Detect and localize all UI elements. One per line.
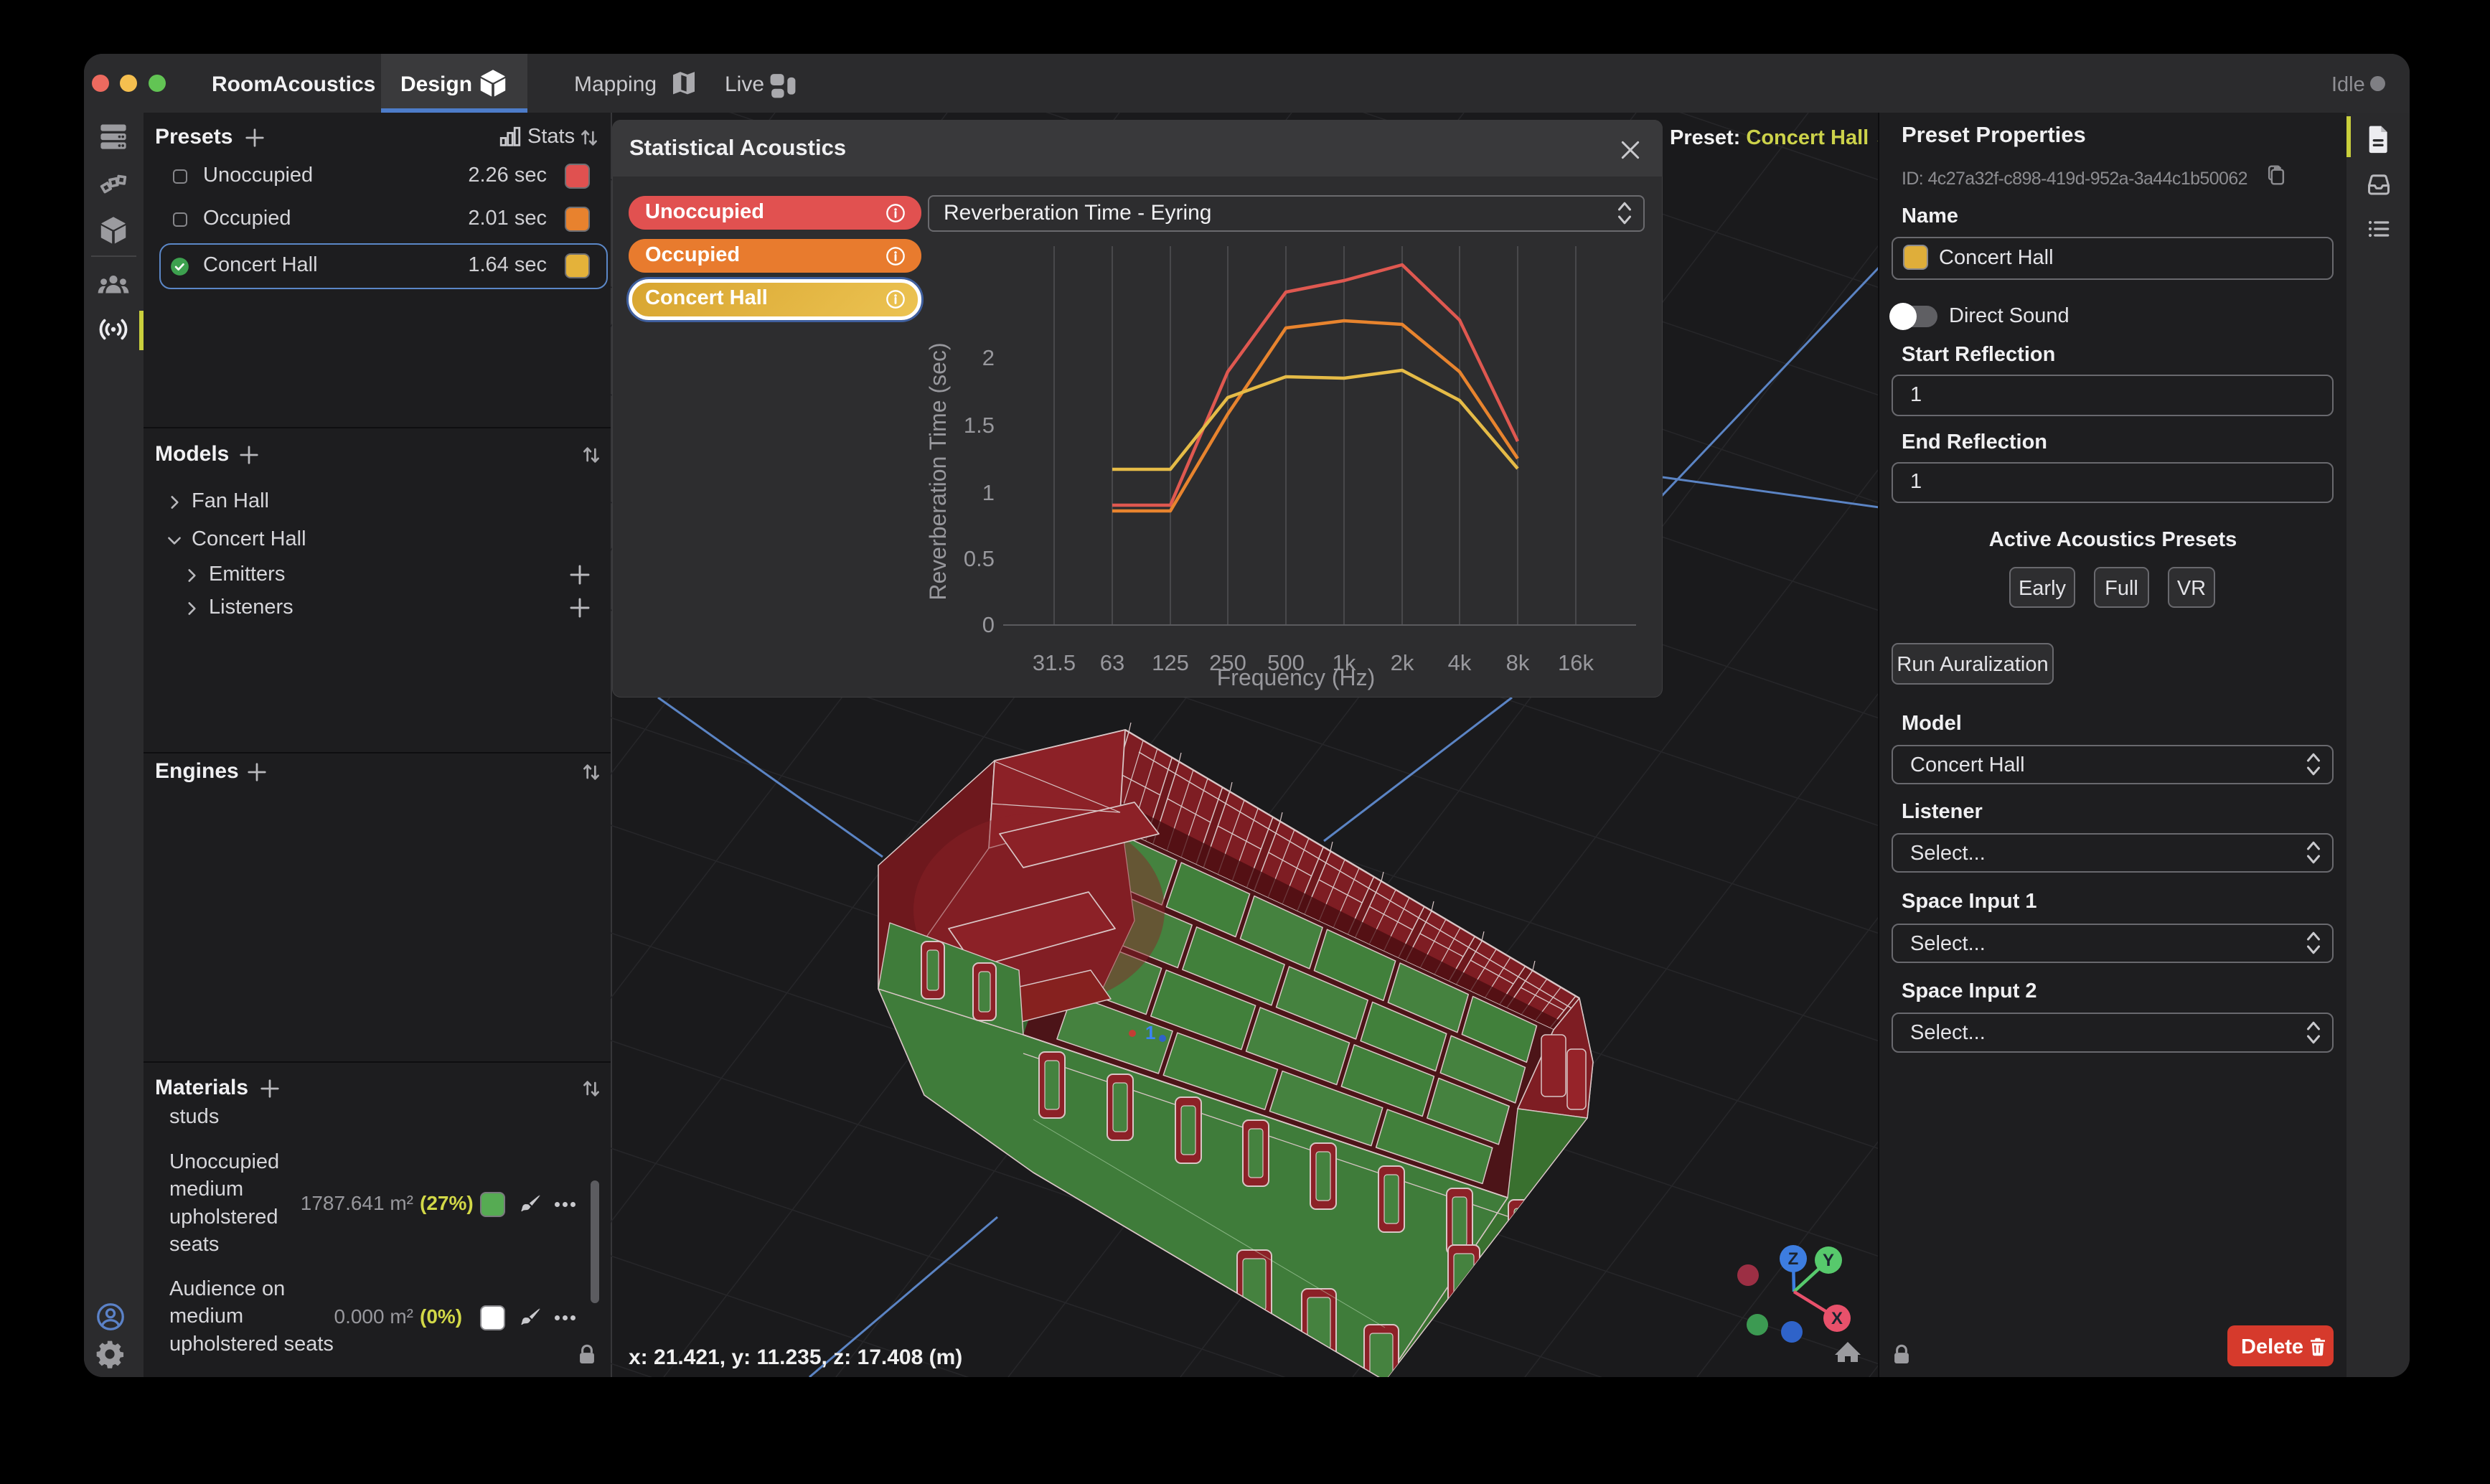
svg-text:4k: 4k — [1448, 650, 1472, 675]
svg-text:Y: Y — [1823, 1251, 1834, 1270]
svg-text:1.5: 1.5 — [964, 413, 995, 438]
svg-text:0.5: 0.5 — [964, 546, 995, 571]
svg-text:2k: 2k — [1391, 650, 1414, 675]
svg-text:63: 63 — [1100, 650, 1124, 675]
svg-text:1: 1 — [982, 480, 995, 505]
svg-text:16k: 16k — [1558, 650, 1594, 675]
svg-text:Frequency (Hz): Frequency (Hz) — [1217, 664, 1376, 690]
svg-text:1k: 1k — [1333, 650, 1356, 675]
svg-text:0: 0 — [982, 612, 995, 637]
svg-text:X: X — [1831, 1309, 1843, 1328]
svg-text:250: 250 — [1209, 650, 1246, 675]
svg-text:125: 125 — [1152, 650, 1189, 675]
svg-text:2: 2 — [982, 345, 995, 370]
svg-text:Reverberation Time (sec): Reverberation Time (sec) — [925, 342, 951, 600]
svg-text:31.5: 31.5 — [1033, 650, 1076, 675]
svg-text:Z: Z — [1788, 1249, 1799, 1269]
svg-text:1: 1 — [1145, 1022, 1155, 1043]
svg-text:8k: 8k — [1506, 650, 1530, 675]
svg-text:500: 500 — [1267, 650, 1305, 675]
